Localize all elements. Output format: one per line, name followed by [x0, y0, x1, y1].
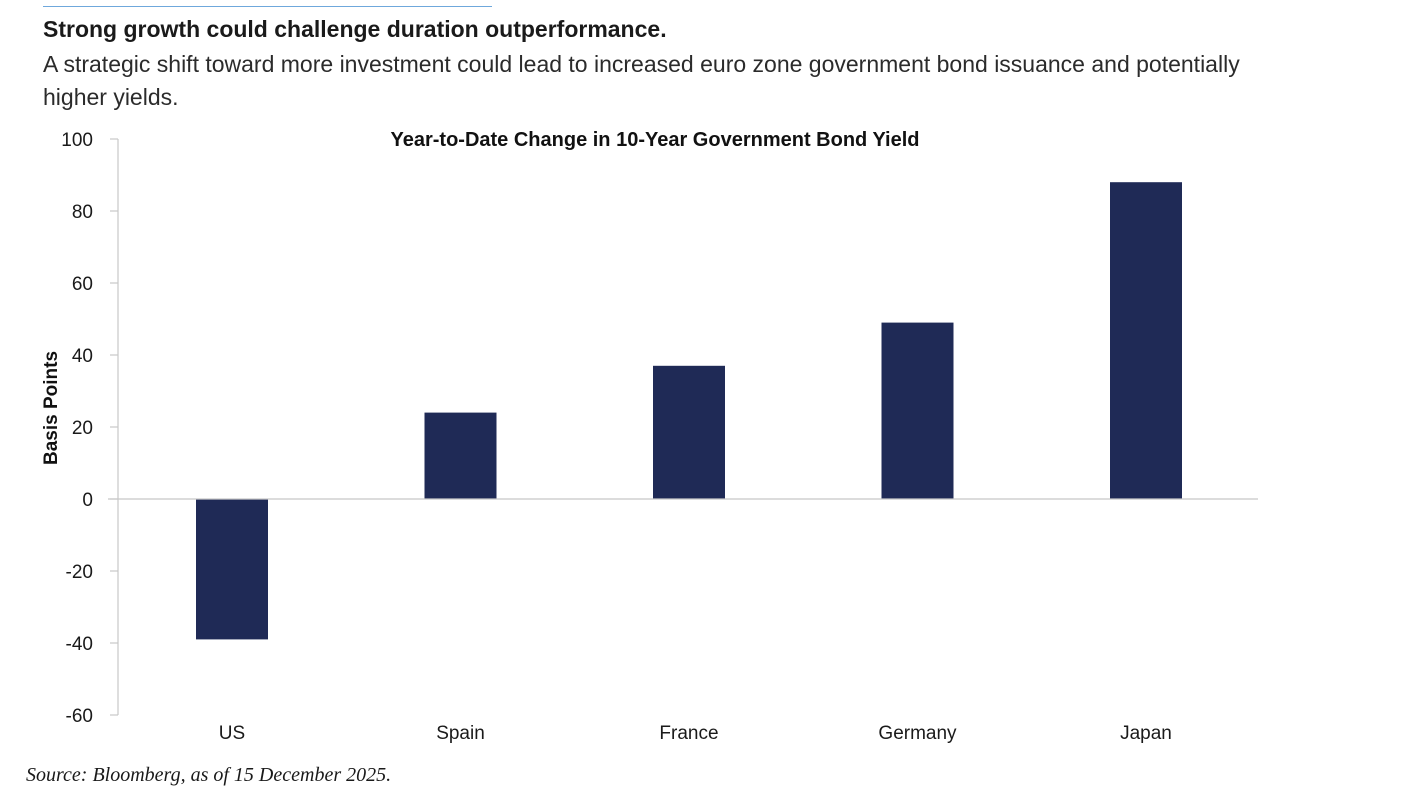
y-axis-label: Basis Points	[41, 351, 62, 465]
x-tick-labels-group: US Spain France Germany Japan	[219, 723, 1172, 744]
y-tick-label: 60	[72, 274, 93, 295]
bar-us	[196, 499, 268, 640]
y-tick-label: 0	[82, 490, 93, 511]
chart-title: Year-to-Date Change in 10-Year Governmen…	[390, 129, 919, 151]
x-tick-label-us: US	[219, 723, 245, 744]
y-tick-label: -20	[66, 562, 93, 583]
x-tick-label-germany: Germany	[878, 723, 957, 744]
y-tick-label: 40	[72, 346, 93, 367]
y-tick-label: 20	[72, 418, 93, 439]
y-tick-label: 80	[72, 202, 93, 223]
bar-japan	[1110, 182, 1182, 499]
source-note: Source: Bloomberg, as of 15 December 202…	[26, 764, 392, 786]
y-tick-label: 100	[61, 130, 93, 151]
subheadline: A strategic shift toward more investment…	[43, 51, 1240, 110]
bars-group	[196, 182, 1182, 640]
x-tick-label-spain: Spain	[436, 723, 485, 744]
bar-chart: Year-to-Date Change in 10-Year Governmen…	[41, 129, 1258, 744]
bar-spain	[424, 412, 497, 499]
x-tick-label-japan: Japan	[1120, 723, 1172, 744]
y-ticks-group: 100 80 60 40 20 0 -20 -40 -60	[61, 130, 118, 727]
y-tick-label: -40	[66, 634, 93, 655]
x-tick-label-france: France	[659, 723, 718, 744]
bar-france	[653, 365, 725, 499]
headline: Strong growth could challenge duration o…	[43, 16, 667, 42]
y-tick-label: -60	[66, 706, 93, 727]
top-accent-rule	[43, 6, 492, 7]
bar-germany	[881, 322, 954, 499]
